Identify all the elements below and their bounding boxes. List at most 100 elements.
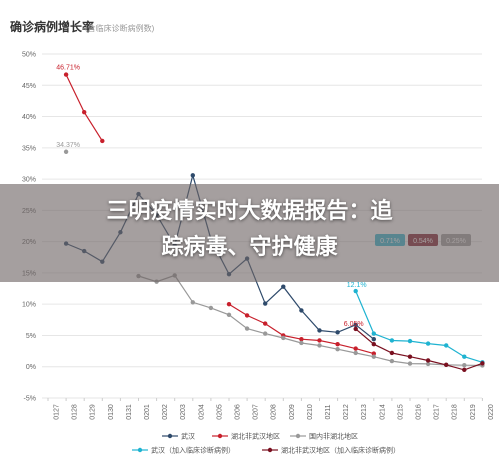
y-tick-label: 30% bbox=[22, 177, 36, 184]
legend-marker bbox=[137, 447, 143, 453]
x-tick-label: 0208 bbox=[271, 404, 278, 420]
legend-label: 武汉（加入临床诊断病例） bbox=[151, 446, 235, 455]
title-banner bbox=[0, 184, 499, 282]
legend-marker bbox=[167, 433, 173, 439]
data-point bbox=[317, 343, 322, 348]
data-point bbox=[317, 328, 322, 333]
x-tick-label: 0212 bbox=[343, 404, 350, 420]
data-point bbox=[353, 322, 358, 328]
x-tick-label: 0215 bbox=[397, 404, 404, 420]
x-tick-label: 0213 bbox=[361, 404, 368, 420]
series-2 bbox=[63, 72, 376, 356]
data-point bbox=[281, 335, 286, 341]
data-point bbox=[353, 346, 358, 351]
data-point bbox=[444, 362, 449, 368]
data-point bbox=[371, 337, 376, 342]
x-tick-label: 0219 bbox=[470, 404, 477, 420]
x-axis: 0127 0128 0129 0130 0131 0201 0202 0203 0204 0205… bbox=[47, 398, 495, 420]
data-point bbox=[462, 362, 467, 368]
data-point bbox=[335, 347, 340, 352]
data-point bbox=[226, 301, 232, 307]
series-3 bbox=[63, 149, 485, 368]
data-point bbox=[244, 313, 250, 318]
y-tick-label: 35% bbox=[22, 145, 36, 152]
data-point bbox=[389, 350, 395, 356]
data-point bbox=[389, 358, 395, 364]
data-point bbox=[244, 326, 250, 331]
x-tick-label: 0218 bbox=[452, 404, 459, 420]
series-line bbox=[65, 74, 103, 142]
y-tick-label: 50% bbox=[22, 52, 36, 59]
x-tick-label: 0211 bbox=[325, 404, 332, 419]
data-point bbox=[335, 342, 340, 347]
data-point bbox=[299, 308, 304, 313]
legend-label: 国内非湖北地区 bbox=[309, 432, 358, 441]
data-point bbox=[263, 331, 268, 336]
x-tick-label: 0129 bbox=[90, 404, 97, 420]
data-point bbox=[263, 321, 268, 326]
x-tick-label: 0217 bbox=[434, 404, 441, 420]
data-point bbox=[407, 354, 413, 359]
y-tick-label: 5% bbox=[26, 333, 36, 340]
data-label: 12.1% bbox=[347, 282, 367, 289]
legend-label: 湖北非武汉地区（加入临床诊断病例） bbox=[281, 446, 400, 455]
series-5 bbox=[353, 326, 485, 373]
data-point bbox=[317, 338, 322, 343]
data-point bbox=[190, 300, 195, 305]
x-tick-label: 0206 bbox=[235, 404, 242, 420]
data-point bbox=[82, 109, 87, 115]
annotations: 46.71% 34.37% 6.05% 12.1% bbox=[56, 65, 366, 328]
data-point bbox=[353, 326, 358, 332]
banner-headline: 三明疫情实时大数据报告：追 踪病毒、守护健康 bbox=[0, 194, 499, 266]
data-point bbox=[462, 367, 467, 373]
x-tick-label: 0128 bbox=[72, 404, 79, 420]
x-tick-label: 0209 bbox=[289, 404, 296, 420]
data-point bbox=[462, 354, 467, 359]
data-label: 6.05% bbox=[344, 321, 364, 328]
legend-label: 武汉 bbox=[181, 432, 195, 441]
banner-line-1: 三明疫情实时大数据报告：追 bbox=[106, 199, 393, 224]
data-point bbox=[190, 173, 195, 178]
data-point bbox=[480, 361, 485, 366]
x-tick-label: 0203 bbox=[180, 404, 187, 420]
x-tick-label: 0130 bbox=[108, 404, 115, 420]
banner-line-2: 踪病毒、守护健康 bbox=[161, 235, 338, 260]
data-point bbox=[100, 138, 105, 144]
data-point bbox=[353, 350, 358, 356]
data-point bbox=[425, 361, 431, 367]
data-point bbox=[353, 288, 358, 294]
data-label: 46.71% bbox=[56, 65, 80, 72]
y-tick-label: 40% bbox=[22, 114, 36, 121]
data-point bbox=[263, 301, 268, 306]
x-tick-label: 0207 bbox=[253, 404, 260, 420]
data-point bbox=[407, 338, 413, 344]
data-point bbox=[371, 354, 376, 359]
grid bbox=[42, 53, 482, 399]
legend-label: 湖北非武汉地区 bbox=[231, 432, 280, 441]
data-label: 34.37% bbox=[56, 142, 80, 149]
x-tick-label: 0210 bbox=[307, 404, 314, 420]
x-tick-label: 0220 bbox=[488, 404, 495, 420]
chart-title: 确诊病例增长率 bbox=[10, 19, 94, 34]
y-tick-label: -5% bbox=[24, 396, 36, 403]
data-point bbox=[63, 149, 69, 154]
data-point bbox=[371, 342, 376, 347]
data-point bbox=[425, 358, 431, 363]
data-point bbox=[371, 331, 376, 336]
y-tick-label: 10% bbox=[22, 302, 36, 309]
x-tick-label: 0127 bbox=[54, 404, 61, 420]
data-point bbox=[299, 340, 304, 346]
series-line bbox=[355, 290, 483, 363]
data-point bbox=[208, 305, 214, 311]
x-tick-label: 0214 bbox=[379, 404, 386, 420]
data-point bbox=[226, 312, 232, 318]
series-layer bbox=[63, 72, 485, 373]
x-tick-label: 0201 bbox=[144, 404, 151, 420]
y-tick-label: 45% bbox=[22, 83, 36, 90]
y-tick-label: 0% bbox=[26, 364, 36, 371]
x-tick-label: 0205 bbox=[216, 404, 223, 420]
data-point bbox=[281, 284, 286, 289]
legend-marker bbox=[217, 433, 223, 439]
data-point bbox=[63, 72, 69, 77]
